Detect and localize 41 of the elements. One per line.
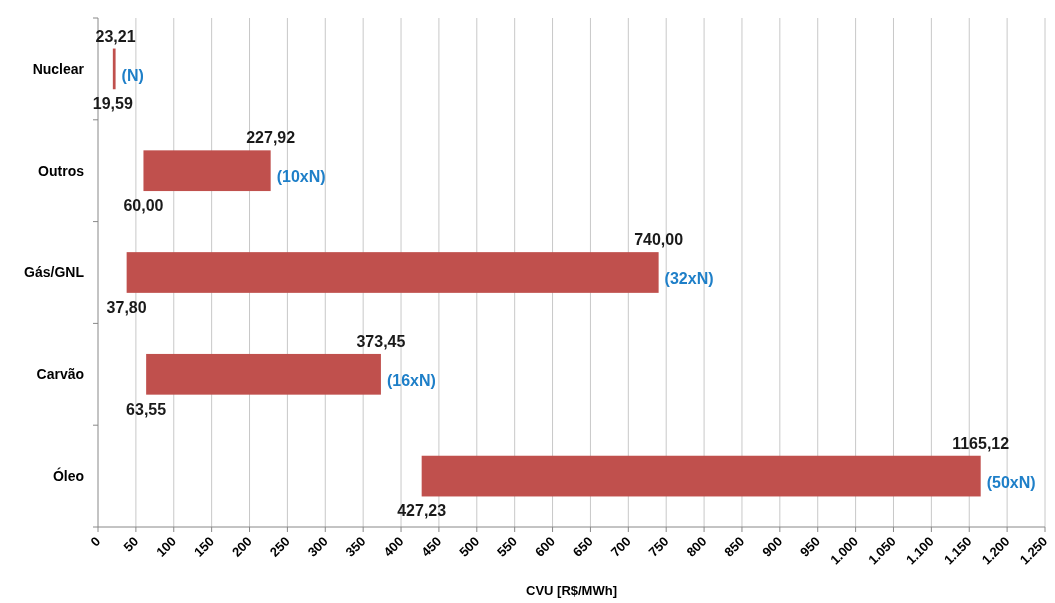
y-tick-label: Outros: [38, 162, 85, 179]
x-tick-label: 550: [494, 533, 521, 560]
x-tick-label: 800: [683, 533, 710, 560]
annotation: 19,59: [92, 95, 133, 113]
y-tick-label: Carvão: [36, 366, 84, 383]
annotation: (16xN): [386, 371, 436, 389]
x-tick-label: 450: [418, 533, 445, 560]
x-tick-label: 200: [228, 533, 255, 560]
y-tick-label: Óleo: [52, 467, 84, 484]
annotation: (50xN): [986, 473, 1036, 491]
annotation: 227,92: [246, 129, 296, 147]
annotation: 427,23: [397, 502, 447, 520]
x-tick-label: 700: [607, 533, 634, 560]
x-tick-label: 0: [87, 533, 104, 550]
x-tick-label: 850: [721, 533, 748, 560]
x-tick-label: 50: [120, 533, 142, 555]
annotation: (10xN): [276, 168, 326, 186]
x-tick-label: 950: [797, 533, 824, 560]
annotation: (32xN): [664, 270, 714, 288]
x-tick-label: 400: [380, 533, 407, 560]
y-tick-label: Gás/GNL: [24, 264, 85, 281]
y-tick-label: Nuclear: [32, 60, 85, 77]
annotation: 63,55: [126, 400, 167, 418]
annotation: 1165,12: [952, 434, 1010, 452]
x-tick-label: 750: [645, 533, 672, 560]
x-axis-title: CVU [R$/MWh]: [526, 583, 617, 598]
x-tick-label: 250: [266, 533, 293, 560]
annotation: 37,80: [106, 298, 147, 316]
x-tick-label: 650: [569, 533, 596, 560]
annotation: 60,00: [123, 197, 164, 215]
x-tick-label: 600: [531, 533, 558, 560]
x-tick-label: 500: [456, 533, 483, 560]
annotation: 373,45: [356, 332, 406, 350]
x-tick-label: 350: [342, 533, 369, 560]
x-tick-label: 150: [191, 533, 217, 560]
x-tick-label: 300: [304, 533, 331, 560]
annotation: (N): [121, 66, 144, 84]
annotation: 740,00: [634, 231, 684, 249]
annotation: 23,21: [95, 27, 136, 45]
x-tick-label: 100: [153, 533, 180, 560]
x-tick-label: 900: [759, 533, 786, 560]
